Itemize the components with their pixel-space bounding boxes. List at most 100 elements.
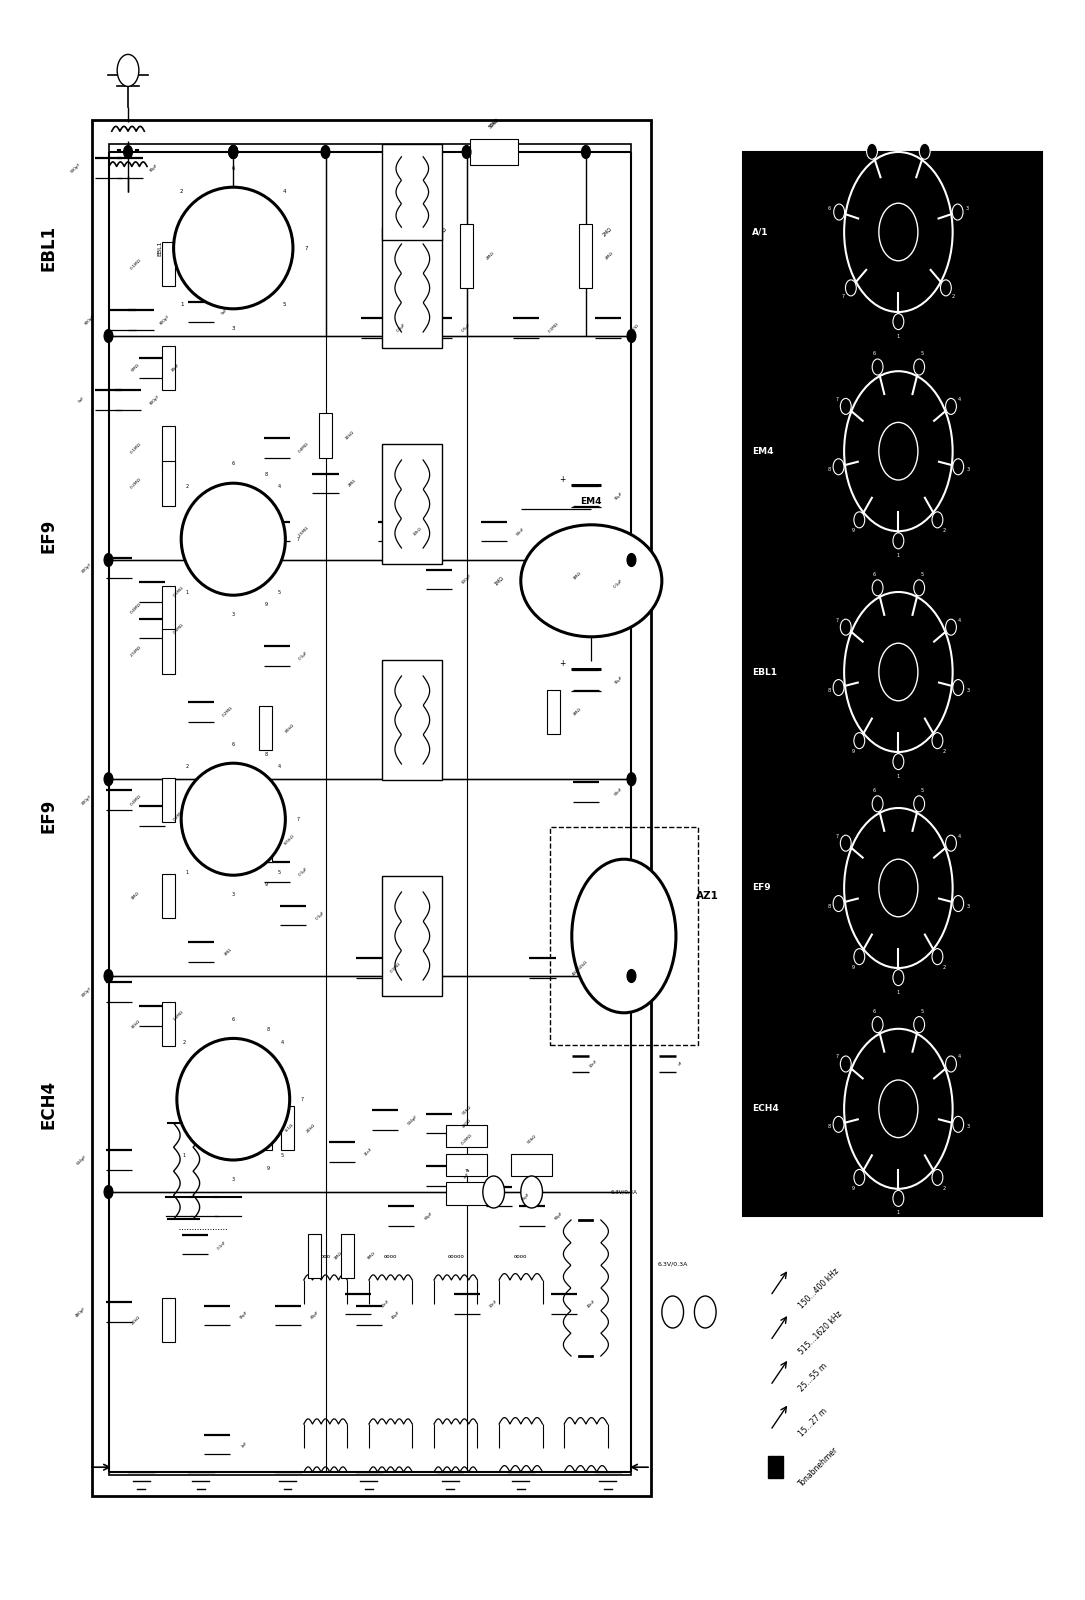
Circle shape [945, 835, 956, 851]
Circle shape [914, 795, 924, 811]
Circle shape [854, 949, 865, 965]
Bar [382, 877, 443, 995]
Text: 5: 5 [278, 590, 281, 595]
Text: TA: TA [464, 1170, 469, 1173]
Text: 3: 3 [967, 688, 969, 693]
Text: 0.2MΩ: 0.2MΩ [173, 810, 186, 822]
Text: 1MΩ: 1MΩ [130, 891, 141, 901]
Bar [92, 120, 651, 1496]
Text: 534pF: 534pF [76, 1154, 87, 1166]
Circle shape [521, 1176, 542, 1208]
Text: 2MΩ: 2MΩ [604, 251, 615, 261]
Text: 20kΩ: 20kΩ [306, 1123, 317, 1133]
Bar [108, 144, 631, 1475]
Circle shape [694, 1296, 716, 1328]
Text: 11nF: 11nF [363, 1147, 374, 1157]
Text: 6: 6 [231, 165, 235, 171]
Text: +: + [559, 659, 565, 669]
Text: 50kΩ: 50kΩ [526, 1134, 537, 1144]
Bar [162, 1002, 175, 1046]
Text: 1MΩ: 1MΩ [224, 947, 232, 957]
Text: 8: 8 [828, 1125, 830, 1130]
Text: 10nF: 10nF [380, 1299, 391, 1309]
Circle shape [462, 146, 471, 158]
Text: 8: 8 [828, 904, 830, 909]
Text: 2MΩ: 2MΩ [602, 226, 613, 238]
Text: 0.1MΩ: 0.1MΩ [129, 442, 142, 454]
Text: 0.4MΩ: 0.4MΩ [129, 602, 142, 614]
Text: 0.1MΩ: 0.1MΩ [173, 622, 186, 635]
Text: Tonabnehmer: Tonabnehmer [797, 1445, 841, 1490]
Text: 30nF: 30nF [170, 363, 181, 373]
Text: 300pF: 300pF [150, 394, 161, 406]
Text: WELTKLANG 598 W: WELTKLANG 598 W [952, 848, 969, 1024]
Circle shape [833, 205, 844, 221]
Text: 130Ω: 130Ω [629, 323, 640, 333]
Bar [162, 586, 175, 630]
Circle shape [662, 1296, 684, 1328]
Bar [319, 413, 332, 458]
Text: EF9: EF9 [40, 798, 58, 834]
Text: ooooo: ooooo [447, 1253, 464, 1259]
Text: 4: 4 [958, 618, 961, 622]
Circle shape [627, 970, 636, 982]
Text: 5: 5 [866, 136, 869, 141]
Text: 5: 5 [921, 1008, 924, 1013]
Bar [162, 778, 175, 822]
Text: 2: 2 [942, 749, 945, 754]
Text: 534pF: 534pF [407, 1114, 418, 1126]
Text: 2.5MΩ: 2.5MΩ [129, 645, 142, 658]
Circle shape [229, 146, 238, 158]
Bar [382, 659, 443, 779]
Text: 9: 9 [852, 1186, 855, 1190]
Circle shape [104, 554, 113, 566]
Text: 1: 1 [897, 773, 899, 779]
Circle shape [953, 1117, 963, 1133]
Circle shape [841, 398, 852, 414]
Circle shape [104, 773, 113, 786]
Text: 8: 8 [828, 467, 830, 472]
Circle shape [945, 398, 956, 414]
Text: 9: 9 [267, 1166, 269, 1171]
Text: 6: 6 [872, 1008, 876, 1013]
Text: 0.1MΩ: 0.1MΩ [129, 258, 142, 270]
Text: 5nF: 5nF [220, 307, 229, 317]
Text: 8.1Ω: 8.1Ω [284, 1123, 295, 1133]
Text: 6: 6 [872, 787, 876, 792]
Text: 2: 2 [942, 528, 945, 533]
Bar [162, 1298, 175, 1342]
Bar [162, 426, 175, 470]
Text: AZ1: AZ1 [695, 891, 718, 901]
Circle shape [117, 54, 139, 86]
Bar [162, 242, 175, 286]
Text: 0.1μF: 0.1μF [396, 323, 407, 333]
Text: ECH4: ECH4 [752, 1104, 779, 1114]
Text: EM4: EM4 [580, 496, 602, 506]
Text: 5: 5 [278, 870, 281, 875]
Text: 4: 4 [544, 590, 548, 597]
Circle shape [879, 203, 918, 261]
Text: 4: 4 [928, 136, 931, 141]
Text: 10nF: 10nF [588, 1059, 599, 1069]
Bar [446, 1125, 487, 1147]
Text: 7: 7 [302, 1096, 304, 1102]
Text: 6: 6 [611, 901, 615, 907]
Text: 4: 4 [278, 763, 281, 768]
Text: 4: 4 [958, 1054, 961, 1059]
Circle shape [893, 970, 904, 986]
Text: 25...55 m: 25...55 m [797, 1362, 829, 1394]
Text: 3MΩ: 3MΩ [572, 707, 583, 717]
Text: 0.1μF: 0.1μF [613, 579, 624, 589]
Text: ECH4: ECH4 [40, 1080, 58, 1128]
Circle shape [879, 422, 918, 480]
Text: 6: 6 [232, 741, 234, 747]
Circle shape [844, 1029, 953, 1189]
Text: 50pF: 50pF [423, 1211, 434, 1221]
Circle shape [104, 970, 113, 982]
Text: EF9: EF9 [40, 518, 58, 554]
Text: 150...400 kHz: 150...400 kHz [797, 1266, 841, 1310]
Text: 8.5kΩ: 8.5kΩ [284, 834, 295, 846]
Circle shape [844, 592, 953, 752]
Text: 8: 8 [265, 472, 267, 477]
Text: 0.2MΩ: 0.2MΩ [460, 1133, 473, 1146]
